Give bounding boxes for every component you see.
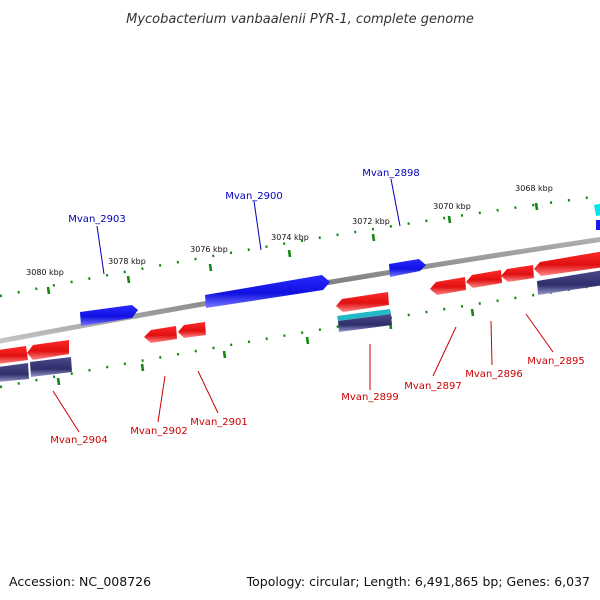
reverse-tick-ring xyxy=(0,283,600,389)
gene-label-mvan-2895[interactable]: Mvan_2895 xyxy=(527,356,584,367)
gene-arrow-mvan-2900[interactable] xyxy=(205,275,330,308)
forward-tick-ring xyxy=(0,194,600,298)
gene-arrow-mvan-2897[interactable] xyxy=(430,277,466,295)
reverse-genes xyxy=(0,251,600,364)
forward-genes xyxy=(80,203,600,326)
gene-label-mvan-2898[interactable]: Mvan_2898 xyxy=(362,168,419,179)
gene-arrow-mvan-2902[interactable] xyxy=(144,326,177,343)
gene-arrow-mvan-2895-a[interactable] xyxy=(501,265,534,282)
gene-arrow-mvan-2904-b[interactable] xyxy=(27,340,69,360)
reverse-gene-labels: Mvan_2904 Mvan_2902 Mvan_2901 Mvan_2899 … xyxy=(50,356,584,446)
major-ticks-forward xyxy=(46,202,539,295)
other-features xyxy=(0,270,600,382)
gene-label-mvan-2900[interactable]: Mvan_2900 xyxy=(225,191,282,202)
purple-feature[interactable] xyxy=(0,363,29,382)
tick-label: 3074 kbp xyxy=(271,233,309,242)
gene-arrow-mvan-2899[interactable] xyxy=(336,292,389,312)
gene-label-mvan-2896[interactable]: Mvan_2896 xyxy=(465,369,522,380)
gene-label-mvan-2899[interactable]: Mvan_2899 xyxy=(341,392,398,403)
tick-label: 3080 kbp xyxy=(26,268,64,277)
purple-feature[interactable] xyxy=(30,357,72,377)
gene-arrow-mvan-2898[interactable] xyxy=(389,259,426,277)
gene-label-mvan-2903[interactable]: Mvan_2903 xyxy=(68,214,125,225)
tick-label: 3070 kbp xyxy=(433,202,471,211)
gene-label-mvan-2902[interactable]: Mvan_2902 xyxy=(130,426,187,437)
gene-label-mvan-2897[interactable]: Mvan_2897 xyxy=(404,381,461,392)
tick-label: 3072 kbp xyxy=(352,217,390,226)
accession-text: Accession: NC_008726 xyxy=(9,574,151,589)
forward-leaders xyxy=(96,178,401,275)
reverse-leaders xyxy=(52,313,554,433)
purple-feature[interactable] xyxy=(537,270,600,295)
tick-label: 3076 kbp xyxy=(190,245,228,254)
gene-label-mvan-2901[interactable]: Mvan_2901 xyxy=(190,417,247,428)
map-title: Mycobacterium vanbaalenii PYR-1, complet… xyxy=(126,12,474,27)
purple-feature[interactable] xyxy=(338,314,392,332)
teal-feature[interactable] xyxy=(337,309,391,321)
gene-arrow-mvan-2901[interactable] xyxy=(178,322,206,338)
blue-feature-edge[interactable] xyxy=(596,220,600,230)
gene-arrow-mvan-2904-a[interactable] xyxy=(0,346,28,364)
tick-label: 3078 kbp xyxy=(108,257,146,266)
gene-label-mvan-2904[interactable]: Mvan_2904 xyxy=(50,435,107,446)
genome-summary-text: Topology: circular; Length: 6,491,865 bp… xyxy=(246,574,590,589)
tick-label: 3068 kbp xyxy=(515,184,553,193)
forward-gene-labels: Mvan_2903 Mvan_2900 Mvan_2898 xyxy=(68,168,419,225)
tick-labels: 3068 kbp 3070 kbp 3072 kbp 3074 kbp 3076… xyxy=(26,184,553,277)
gene-arrow-mvan-2895-b[interactable] xyxy=(534,251,600,276)
gene-arrow-mvan-2896[interactable] xyxy=(466,270,502,288)
gene-arrow-mvan-2903[interactable] xyxy=(80,305,138,326)
cyan-feature[interactable] xyxy=(594,203,600,216)
